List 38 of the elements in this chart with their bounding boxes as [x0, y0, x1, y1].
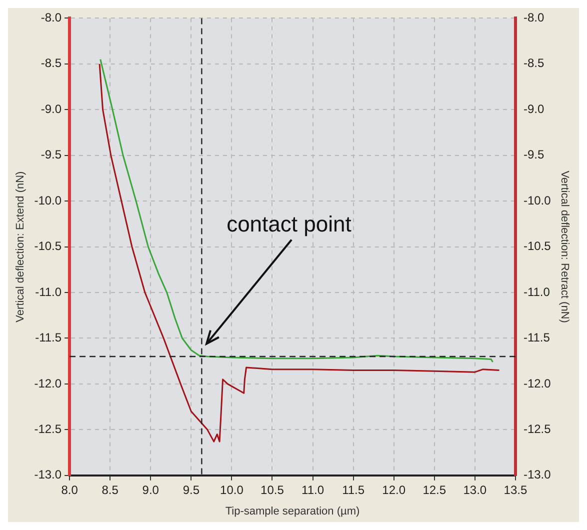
- y2-tick-label: -9.0: [523, 102, 544, 116]
- y2-axis-title: Vertical deflection: Retract (nN): [558, 170, 570, 323]
- y-tick-label: -9.0: [40, 102, 62, 116]
- x-axis-title: Tip-sample separation (µm): [225, 505, 360, 518]
- y-tick-label: -8.5: [40, 56, 62, 70]
- y-tick-label: -10.5: [34, 239, 62, 254]
- y2-tick-label: -8.0: [523, 10, 544, 25]
- x-tick-label: 13.0: [463, 482, 487, 497]
- y-tick-label: -13.0: [34, 468, 62, 482]
- y2-tick-label: -10.5: [523, 239, 552, 254]
- y2-tick-label: -12.0: [523, 376, 552, 390]
- y-tick-label: -11.5: [35, 330, 62, 345]
- x-tick-label: 9.5: [182, 482, 200, 497]
- annotation: contact point: [226, 212, 352, 237]
- x-tick-label: 8.5: [102, 482, 119, 497]
- y-tick-label: -12.5: [34, 422, 62, 436]
- x-tick-label: 8.0: [61, 482, 78, 497]
- x-tick-label: 11.0: [302, 482, 324, 497]
- y-tick-label: -11.0: [35, 284, 62, 299]
- y-tick-label: -12.0: [34, 376, 62, 390]
- y2-tick-label: -10.0: [523, 193, 552, 208]
- y-tick-label: -9.5: [40, 148, 62, 162]
- y2-tick-label: -11.5: [523, 330, 550, 345]
- y-tick-label: -10.0: [34, 193, 62, 208]
- x-tick-label: 11.5: [342, 482, 365, 497]
- y2-tick-label: -13.0: [523, 468, 552, 482]
- y2-tick-label: -12.5: [523, 422, 552, 436]
- x-tick-label: 12.5: [422, 482, 446, 497]
- x-tick-label: 9.0: [142, 482, 160, 497]
- x-tick-label: 13.5: [504, 482, 528, 497]
- x-tick-label: 10.0: [220, 482, 244, 497]
- y2-tick-label: -8.5: [523, 56, 544, 70]
- y-axis-title: Vertical deflection: Extend (nN): [14, 171, 27, 322]
- x-tick-label: 10.5: [260, 482, 284, 497]
- y-tick-label: -8.0: [40, 10, 62, 25]
- x-tick-label: 12.0: [382, 482, 406, 497]
- y2-tick-label: -9.5: [523, 148, 544, 162]
- y2-tick-label: -11.0: [523, 284, 550, 299]
